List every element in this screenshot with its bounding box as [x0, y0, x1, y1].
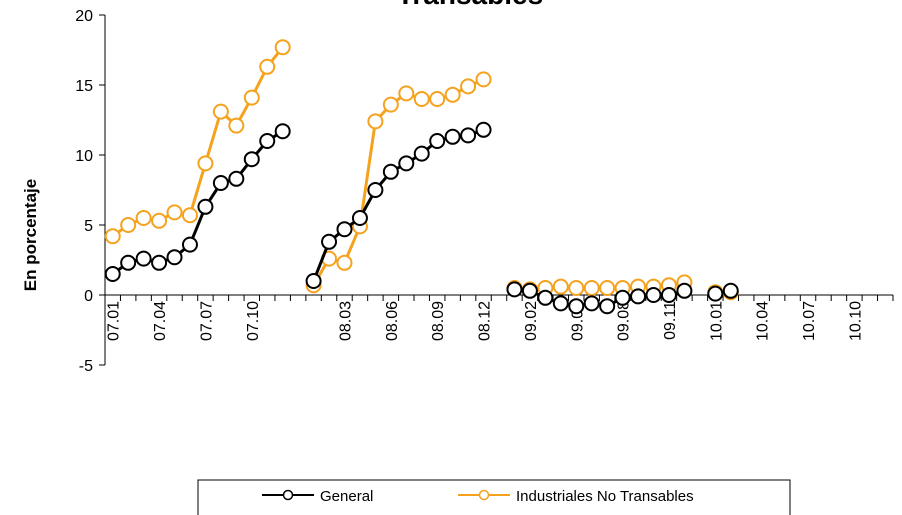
y-tick-label: 20 [75, 8, 93, 25]
data-point [599, 280, 616, 296]
data-point [475, 121, 492, 138]
data-point [228, 170, 245, 187]
data-point [413, 145, 430, 162]
data-point [351, 210, 368, 226]
legend-marker [478, 489, 490, 501]
data-point [537, 289, 554, 306]
y-tick-label: 15 [75, 78, 93, 95]
data-point [151, 212, 168, 229]
y-axis-label: En porcentaje [21, 179, 40, 291]
data-point [583, 280, 600, 296]
data-point [444, 128, 461, 145]
data-point [676, 282, 693, 299]
x-tick-label: 07.01 [106, 301, 123, 341]
data-point [398, 85, 415, 102]
x-tick-label: 07.07 [198, 301, 215, 341]
data-point [243, 89, 260, 106]
data-point [120, 254, 137, 271]
x-tick-label: 08.06 [384, 301, 401, 341]
data-point [722, 282, 739, 299]
data-point [630, 288, 647, 305]
data-point [120, 217, 137, 233]
data-point [212, 103, 229, 120]
data-point [645, 287, 662, 303]
y-tick-label: -5 [79, 358, 93, 375]
x-tick-label: 08.03 [337, 301, 354, 341]
x-tick-label: 10.07 [801, 301, 818, 341]
data-point [568, 280, 585, 296]
data-point [274, 39, 291, 56]
data-point [336, 254, 353, 271]
data-point [104, 228, 121, 245]
data-point [599, 298, 616, 315]
data-point [552, 278, 569, 295]
x-tick-label: 10.01 [708, 301, 725, 341]
data-point [382, 96, 399, 113]
data-point [413, 91, 430, 107]
data-point [197, 198, 214, 215]
data-point [212, 175, 229, 191]
data-point [166, 204, 183, 221]
series-line [111, 46, 731, 294]
x-tick-label: 07.10 [245, 301, 262, 341]
data-point [197, 155, 214, 172]
data-point [305, 273, 322, 289]
x-tick-label: 10.04 [755, 301, 772, 341]
data-point [398, 155, 415, 172]
data-point [382, 163, 399, 180]
data-point [475, 71, 492, 88]
data-point [660, 287, 677, 303]
data-point [259, 133, 276, 149]
data-point [506, 281, 523, 298]
x-tick-label: 09.11 [662, 301, 679, 340]
data-point [181, 236, 198, 253]
legend-box [197, 479, 791, 515]
x-tick-label: 09.08 [616, 301, 633, 341]
legend-marker [282, 489, 294, 501]
data-point [583, 295, 600, 312]
data-point [274, 123, 291, 140]
y-tick-label: 0 [84, 288, 93, 305]
data-point [568, 298, 585, 315]
data-point [151, 254, 168, 271]
data-point [321, 233, 338, 250]
data-point [336, 221, 353, 238]
x-tick-label: 10.10 [847, 301, 864, 341]
series-line [111, 128, 732, 308]
data-point [707, 285, 724, 302]
data-point [460, 127, 477, 144]
y-tick-label: 5 [84, 218, 93, 235]
data-point [181, 207, 198, 224]
data-point [552, 295, 569, 312]
legend-label: Industriales No Transables [516, 488, 694, 505]
data-point [444, 86, 461, 103]
data-point [135, 250, 152, 267]
data-point [367, 113, 384, 130]
x-tick-label: 09.02 [523, 301, 540, 341]
chart-title: Transables [397, 0, 543, 10]
data-point [367, 182, 384, 198]
x-tick-label: 07.04 [152, 301, 169, 341]
data-point [521, 282, 538, 299]
data-point [135, 210, 152, 226]
data-point [614, 289, 631, 306]
x-tick-label: 08.12 [477, 301, 494, 341]
data-point [166, 249, 183, 266]
data-point [243, 151, 260, 168]
data-point [429, 91, 446, 107]
data-point [228, 117, 245, 134]
x-tick-label: 08.09 [430, 301, 447, 341]
data-point [429, 133, 446, 149]
data-point [460, 78, 477, 95]
y-tick-label: 10 [75, 148, 93, 165]
legend-label: General [320, 488, 373, 505]
data-point [259, 58, 276, 75]
data-point [104, 266, 121, 282]
